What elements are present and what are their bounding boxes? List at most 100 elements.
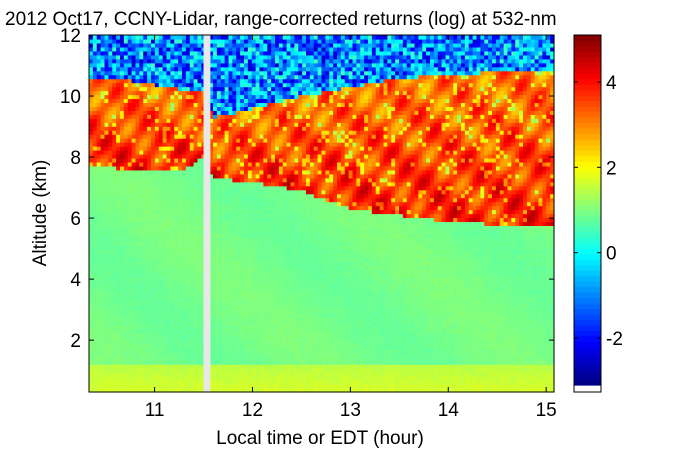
heatmap-cell xyxy=(228,35,233,40)
heatmap-cell xyxy=(193,221,199,226)
heatmap-cell xyxy=(174,106,179,111)
heatmap-cell xyxy=(251,165,257,171)
heatmap-cell xyxy=(216,134,222,139)
heatmap-cell xyxy=(96,316,102,322)
heatmap-cell xyxy=(189,66,195,72)
heatmap-cell xyxy=(251,372,257,377)
heatmap-cell xyxy=(224,86,230,92)
heatmap-cell xyxy=(271,249,276,254)
heatmap-cell xyxy=(290,38,295,44)
heatmap-cell xyxy=(185,241,191,246)
heatmap-cell xyxy=(282,316,288,322)
heatmap-cell xyxy=(271,276,276,282)
heatmap-cell xyxy=(259,372,264,377)
heatmap-cell xyxy=(127,308,133,314)
heatmap-cell xyxy=(89,320,94,326)
heatmap-cell xyxy=(298,62,303,68)
heatmap-cell xyxy=(298,265,303,270)
heatmap-cell xyxy=(158,110,164,115)
heatmap-cell xyxy=(244,130,249,135)
heatmap-cell xyxy=(247,332,253,338)
heatmap-cell xyxy=(286,340,292,345)
heatmap-cell xyxy=(271,384,276,389)
heatmap-cell xyxy=(143,241,148,246)
heatmap-cell xyxy=(213,241,218,246)
heatmap-cell xyxy=(158,35,164,40)
heatmap-cell xyxy=(123,348,129,353)
heatmap-cell xyxy=(89,74,94,80)
heatmap-cell xyxy=(158,146,164,151)
heatmap-cell xyxy=(290,348,295,353)
heatmap-cell xyxy=(251,205,257,211)
heatmap-cell xyxy=(158,150,164,155)
heatmap-cell xyxy=(286,122,292,127)
heatmap-cell xyxy=(189,173,195,179)
heatmap-cell xyxy=(174,229,179,234)
heatmap-cell xyxy=(240,181,245,187)
heatmap-cell xyxy=(290,185,295,191)
heatmap-cell xyxy=(189,356,195,361)
heatmap-cell xyxy=(298,328,303,334)
heatmap-cell xyxy=(127,384,133,389)
heatmap-cell xyxy=(178,328,183,334)
heatmap-cell xyxy=(185,257,191,262)
heatmap-cell xyxy=(298,372,303,377)
heatmap-cell xyxy=(290,257,295,262)
heatmap-cell xyxy=(302,376,307,381)
heatmap-cell xyxy=(298,38,303,44)
heatmap-cell xyxy=(220,245,226,250)
heatmap-cell xyxy=(185,380,191,385)
heatmap-cell xyxy=(302,388,307,393)
heatmap-cell xyxy=(182,102,187,107)
heatmap-cell xyxy=(108,288,113,294)
heatmap-cell xyxy=(278,94,284,100)
heatmap-cell xyxy=(216,376,222,381)
heatmap-cell xyxy=(108,54,113,60)
heatmap-cell xyxy=(104,106,109,111)
heatmap-cell xyxy=(294,237,299,242)
heatmap-cell xyxy=(189,308,195,314)
heatmap-cell xyxy=(185,384,191,389)
heatmap-cell xyxy=(135,169,140,175)
heatmap-cell xyxy=(213,185,218,191)
heatmap-cell xyxy=(100,368,106,373)
heatmap-cell xyxy=(220,35,226,40)
heatmap-cell xyxy=(193,288,199,294)
heatmap-cell xyxy=(108,146,113,151)
heatmap-cell xyxy=(224,245,230,250)
heatmap-cell xyxy=(286,245,292,250)
heatmap-cell xyxy=(193,265,199,270)
heatmap-cell xyxy=(220,316,226,322)
heatmap-cell xyxy=(236,292,241,298)
heatmap-cell xyxy=(213,332,218,338)
heatmap-cell xyxy=(185,332,191,338)
heatmap-cell xyxy=(251,86,257,92)
heatmap-cell xyxy=(158,46,164,52)
heatmap-cell xyxy=(244,312,249,318)
heatmap-cell xyxy=(92,328,98,334)
heatmap-cell xyxy=(259,46,264,52)
heatmap-cell xyxy=(282,146,288,151)
heatmap-cell xyxy=(224,233,230,238)
heatmap-cell xyxy=(162,185,168,191)
heatmap-cell xyxy=(92,292,98,298)
heatmap-cell xyxy=(89,205,94,211)
heatmap-cell xyxy=(162,50,168,56)
heatmap-cell xyxy=(251,138,257,143)
heatmap-cell xyxy=(220,173,226,179)
heatmap-cell xyxy=(255,265,261,270)
heatmap-cell xyxy=(139,328,144,334)
heatmap-cell xyxy=(259,332,264,338)
heatmap-cell xyxy=(197,161,202,167)
heatmap-cell xyxy=(220,197,226,203)
heatmap-cell xyxy=(174,114,179,119)
heatmap-cell xyxy=(263,98,268,104)
heatmap-cell xyxy=(224,157,230,163)
heatmap-cell xyxy=(193,126,199,131)
heatmap-cell xyxy=(259,312,264,318)
heatmap-cell xyxy=(259,134,264,139)
heatmap-cell xyxy=(278,102,284,107)
heatmap-cell xyxy=(154,209,160,215)
heatmap-cell xyxy=(251,284,257,290)
heatmap-cell xyxy=(123,169,129,175)
